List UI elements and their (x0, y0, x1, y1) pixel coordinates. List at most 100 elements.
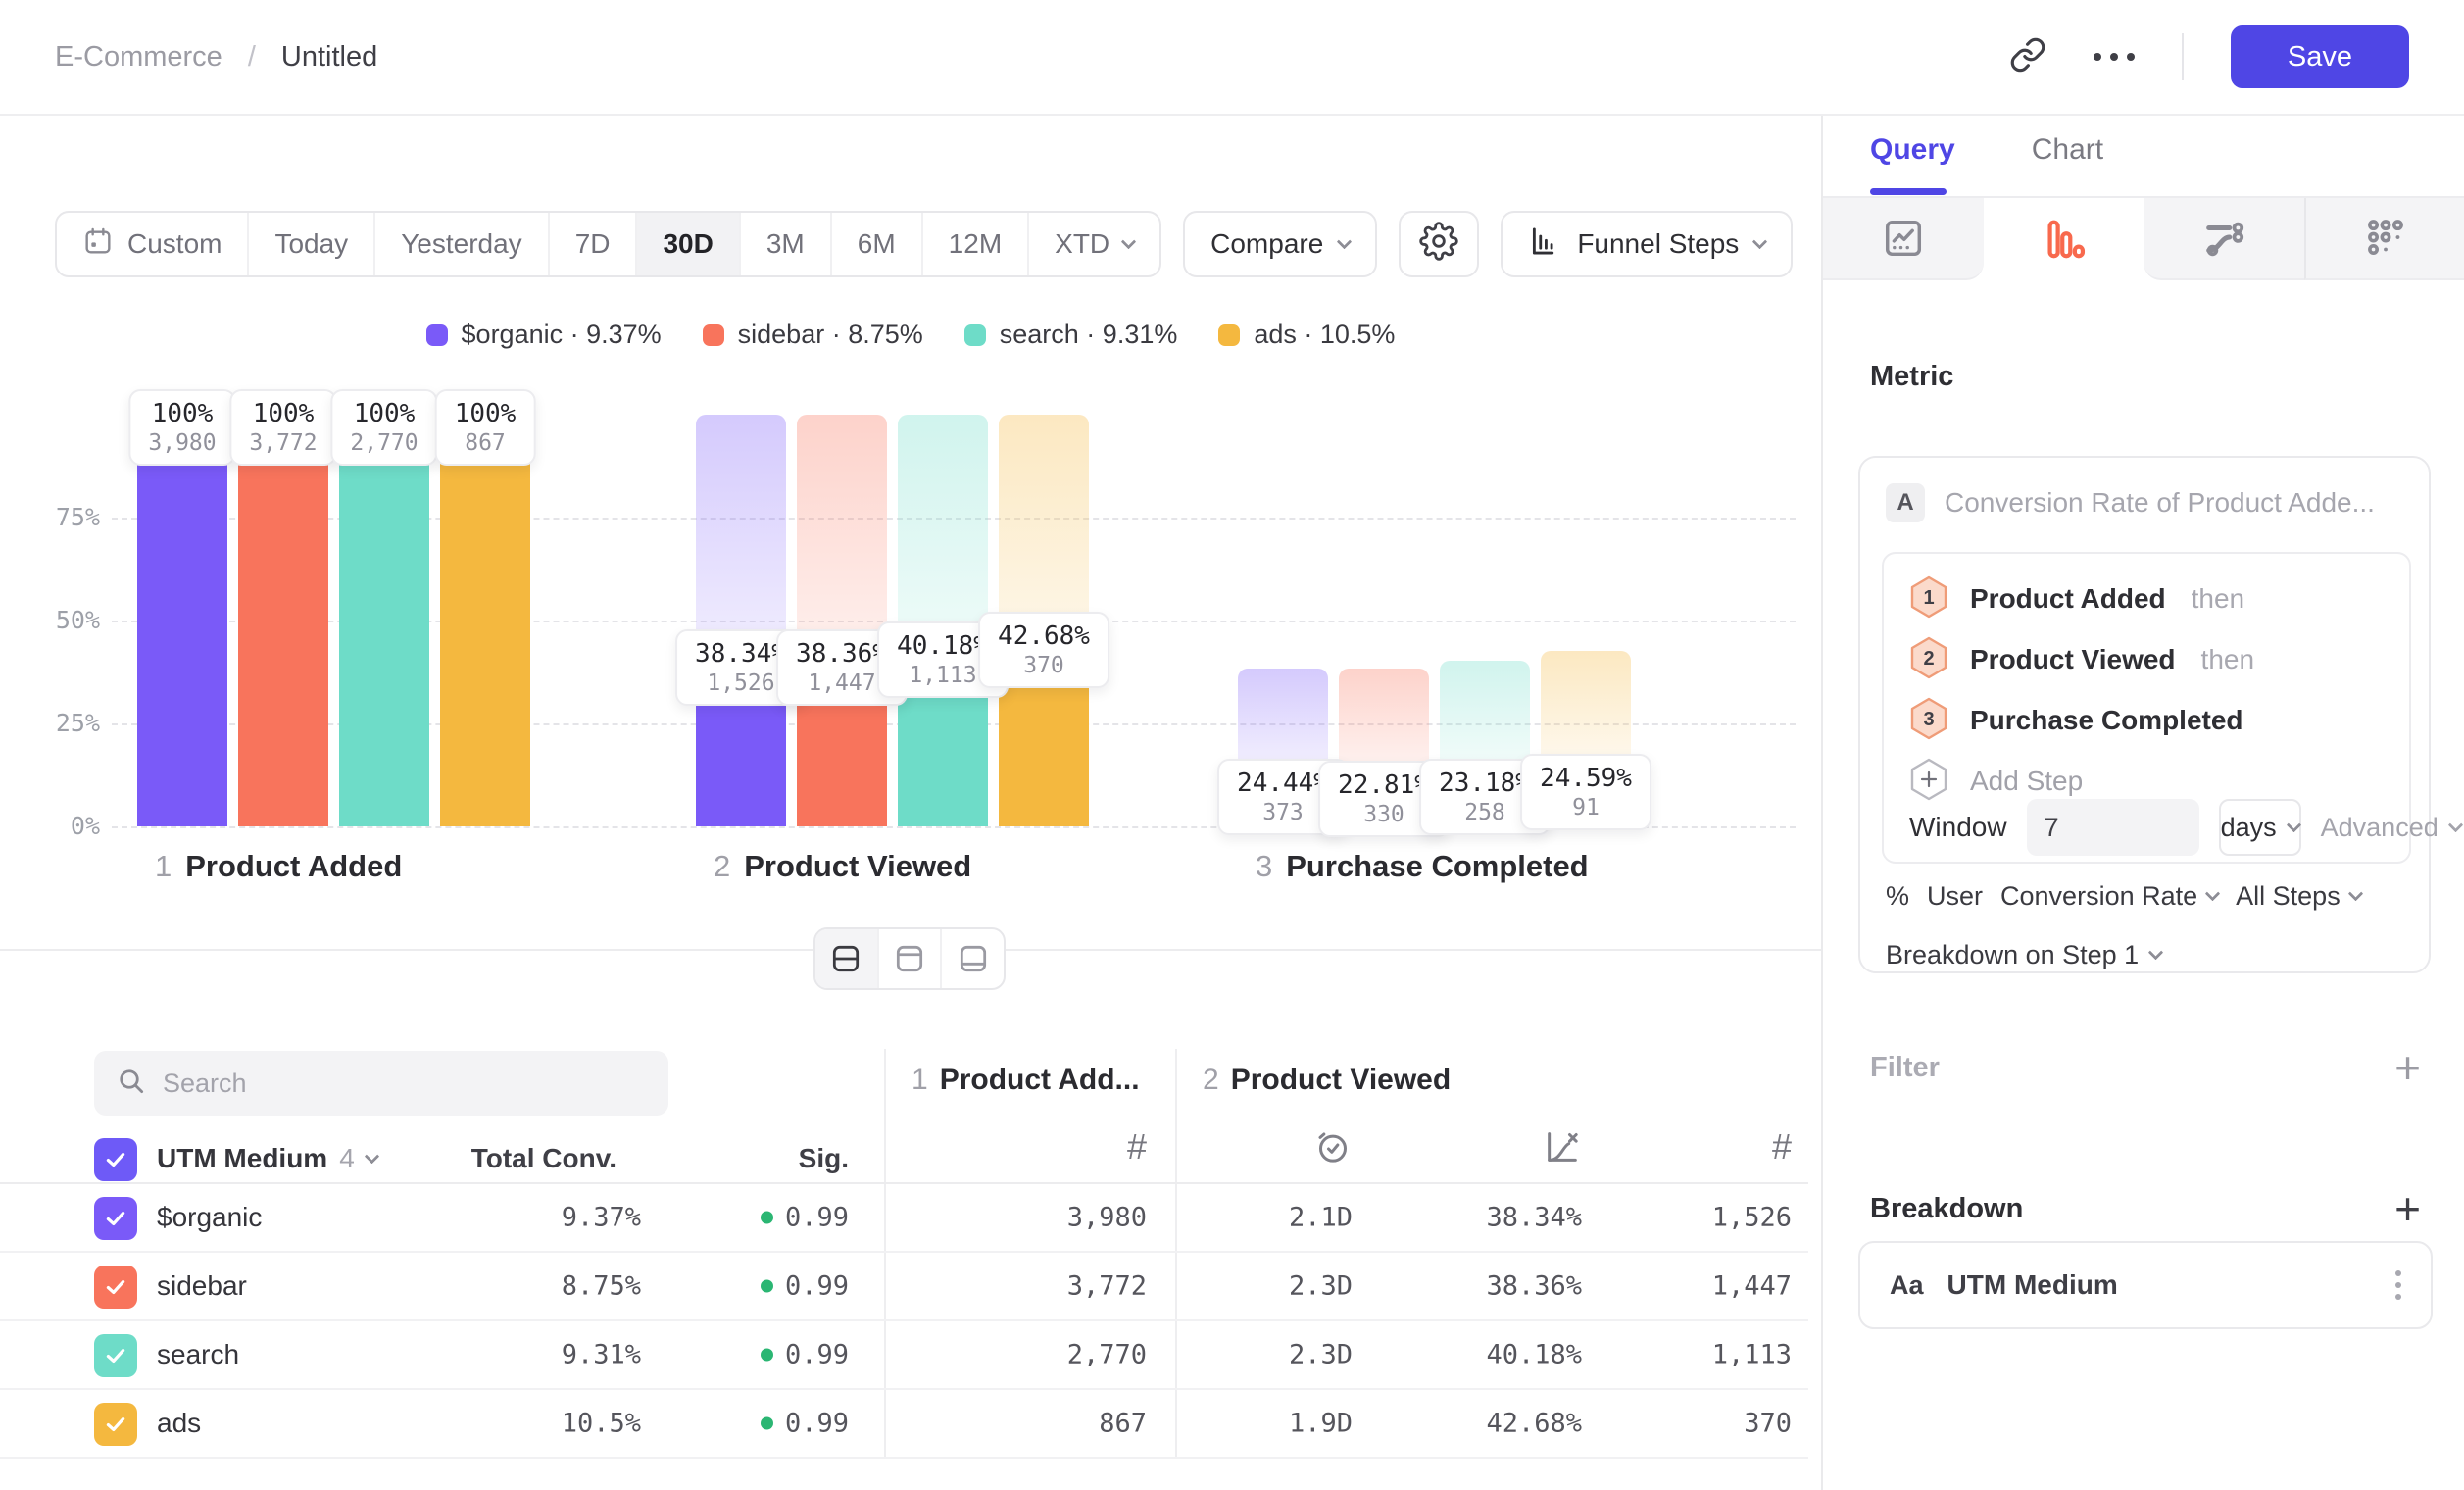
bar-count-label: 330 (1338, 802, 1430, 827)
bar-slot: 38.34%1,526 (696, 415, 786, 826)
funnel-step-group: 24.44%37322.81%33023.18%25824.59%91 (1238, 415, 1631, 826)
date-range-12m[interactable]: 12M (921, 213, 1027, 275)
bar-value-label: 100%3,772 (229, 389, 336, 466)
row-checkbox[interactable] (94, 1197, 137, 1240)
table-group-header-step2: 2Product Viewed (1203, 1064, 1451, 1097)
share-link-icon[interactable] (2009, 36, 2046, 78)
row-name: sidebar (157, 1270, 247, 1302)
breakdown-item[interactable]: Aa UTM Medium (1858, 1241, 2433, 1329)
legend-item[interactable]: $organic · 9.37% (426, 320, 662, 350)
date-range-label: 3M (766, 228, 805, 260)
bar-slot: 42.68%370 (999, 415, 1089, 826)
measure-row: % User Conversion Rate All Steps (1886, 881, 2361, 912)
row-significance: 0.99 (761, 1409, 849, 1439)
row-conversion-rate: 38.34% (1486, 1203, 1582, 1233)
tab-retention-chart[interactable] (2304, 198, 2464, 280)
bar-count-label: 91 (1540, 795, 1632, 820)
chart-view-button[interactable]: Funnel Steps (1501, 211, 1793, 277)
row-conversion-rate: 38.36% (1486, 1271, 1582, 1302)
step-number: 3 (1256, 849, 1272, 883)
select-all-checkbox[interactable] (94, 1138, 137, 1181)
bar[interactable] (238, 415, 328, 826)
date-range-3m[interactable]: 3M (739, 213, 830, 275)
breakdown-heading: Breakdown (1870, 1193, 2023, 1225)
measure-entity[interactable]: User (1927, 881, 1983, 912)
advanced-toggle[interactable]: Advanced (2321, 813, 2461, 843)
filter-section: Filter + (1870, 1045, 2421, 1090)
funnel-step-label: 3Purchase Completed (1256, 849, 1589, 884)
legend-swatch (964, 324, 986, 346)
compare-button[interactable]: Compare (1183, 211, 1377, 277)
top-actions: Save (2009, 25, 2409, 88)
date-range-today[interactable]: Today (247, 213, 373, 275)
date-range-7d[interactable]: 7D (548, 213, 636, 275)
date-range-xtd[interactable]: XTD (1027, 213, 1159, 275)
breakdown-item-menu-icon[interactable] (2395, 1270, 2401, 1300)
bar[interactable] (339, 415, 429, 826)
legend-item[interactable]: search · 9.31% (964, 320, 1178, 350)
breadcrumb-project[interactable]: E-Commerce (55, 41, 222, 74)
bar[interactable] (440, 415, 530, 826)
row-checkbox[interactable] (94, 1403, 137, 1446)
step-number-hexagon: 2 (1909, 636, 1948, 684)
breakdown-column-header[interactable]: UTM Medium4 (157, 1143, 377, 1174)
row-time-to-convert: 2.3D (1289, 1271, 1353, 1302)
query-step-2[interactable]: 2Product Viewedthen (1909, 636, 2254, 683)
step-suffix: then (2201, 644, 2255, 675)
tab-funnel-chart[interactable] (1984, 198, 2144, 280)
bar-value-label: 24.59%91 (1520, 754, 1651, 830)
breakdown-on-step-select[interactable]: Breakdown on Step 1 (1886, 940, 2161, 970)
row-total-conv: 9.37% (562, 1203, 641, 1233)
measure-metric-select[interactable]: Conversion Rate (2000, 881, 2218, 912)
top-view-button[interactable] (877, 929, 941, 988)
panel-tabs: Query Chart (1870, 133, 2103, 167)
search-input[interactable] (163, 1068, 647, 1099)
y-axis-label: 50% (55, 606, 100, 634)
legend-label: $organic · 9.37% (462, 320, 662, 350)
funnel-step-label: 1Product Added (155, 849, 402, 884)
y-axis-label: 0% (55, 812, 100, 840)
tab-chart[interactable]: Chart (2032, 133, 2103, 167)
more-menu-icon[interactable] (2094, 53, 2135, 61)
tab-query[interactable]: Query (1870, 133, 1955, 167)
add-filter-button[interactable]: + (2394, 1045, 2421, 1090)
legend-item[interactable]: sidebar · 8.75% (703, 320, 923, 350)
legend-item[interactable]: ads · 10.5% (1218, 320, 1395, 350)
add-step-button[interactable]: Add Step (1909, 758, 2083, 805)
bar[interactable] (137, 415, 227, 826)
row-step1-count: 3,772 (1067, 1271, 1147, 1302)
date-range-30d[interactable]: 30D (635, 213, 738, 275)
table-row: search9.31%0.992,7702.3D40.18%1,113 (0, 1321, 1808, 1390)
settings-button[interactable] (1399, 211, 1479, 277)
date-range-yesterday[interactable]: Yesterday (373, 213, 548, 275)
row-significance: 0.99 (761, 1271, 849, 1302)
row-checkbox[interactable] (94, 1266, 137, 1309)
save-button[interactable]: Save (2231, 25, 2409, 88)
sig-column-header: Sig. (799, 1143, 849, 1174)
metric-row[interactable]: A Conversion Rate of Product Adde... (1886, 483, 2375, 522)
add-breakdown-button[interactable]: + (2394, 1186, 2421, 1231)
topbar-divider (2182, 33, 2184, 80)
date-range-6m[interactable]: 6M (830, 213, 921, 275)
date-range-label: Custom (127, 228, 222, 260)
tab-line-chart[interactable] (1823, 198, 1984, 280)
significance-value: 0.99 (785, 1340, 849, 1370)
query-step-1[interactable]: 1Product Addedthen (1909, 575, 2244, 622)
row-checkbox[interactable] (94, 1334, 137, 1377)
row-step2-count: 1,526 (1712, 1203, 1792, 1233)
query-step-3[interactable]: 3Purchase Completed (1909, 697, 2243, 744)
window-value-input[interactable] (2027, 799, 2199, 856)
split-view-button[interactable] (815, 929, 877, 988)
tab-flow-chart[interactable] (2144, 198, 2304, 280)
bar-pct-label: 100% (350, 399, 418, 428)
string-property-icon: Aa (1890, 1270, 1924, 1301)
window-unit-select[interactable]: days (2219, 799, 2301, 856)
table-row: $organic9.37%0.993,9802.1D38.34%1,526 (0, 1184, 1808, 1253)
measure-scope-select[interactable]: All Steps (2236, 881, 2361, 912)
legend-label: sidebar · 8.75% (738, 320, 923, 350)
bottom-view-button[interactable] (940, 929, 1004, 988)
chevron-down-icon (2347, 886, 2363, 902)
funnel-steps-card: Window days Advanced 1Product Addedthen2… (1882, 552, 2411, 864)
breadcrumb-title[interactable]: Untitled (281, 41, 377, 74)
date-range-custom[interactable]: Custom (57, 213, 247, 275)
